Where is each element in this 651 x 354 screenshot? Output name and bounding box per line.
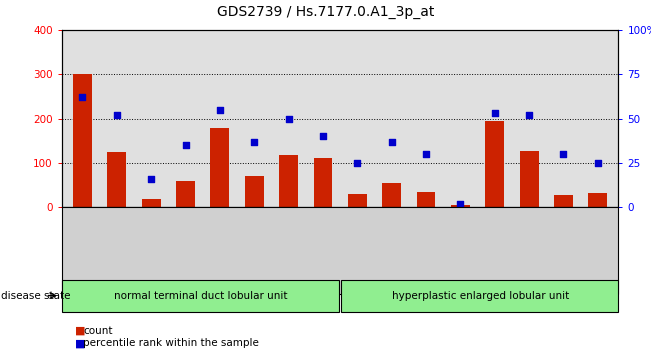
Bar bbox=[73, 74, 92, 207]
Bar bbox=[589, 193, 607, 207]
Text: hyperplastic enlarged lobular unit: hyperplastic enlarged lobular unit bbox=[392, 291, 569, 301]
Point bbox=[524, 112, 534, 118]
Point bbox=[111, 112, 122, 118]
Bar bbox=[279, 155, 298, 207]
Bar bbox=[485, 121, 505, 207]
Point bbox=[146, 176, 156, 182]
Point bbox=[387, 139, 397, 144]
Bar bbox=[210, 128, 229, 207]
Bar bbox=[519, 151, 538, 207]
Bar bbox=[142, 199, 161, 207]
Text: normal terminal duct lobular unit: normal terminal duct lobular unit bbox=[114, 291, 288, 301]
Bar bbox=[245, 176, 264, 207]
Text: disease state: disease state bbox=[1, 291, 71, 301]
Point bbox=[180, 142, 191, 148]
Point bbox=[283, 116, 294, 121]
Point bbox=[455, 201, 465, 206]
Point bbox=[249, 139, 260, 144]
Point bbox=[421, 151, 431, 157]
Point bbox=[215, 107, 225, 113]
Text: count: count bbox=[83, 326, 113, 336]
Point bbox=[490, 110, 500, 116]
Text: GDS2739 / Hs.7177.0.A1_3p_at: GDS2739 / Hs.7177.0.A1_3p_at bbox=[217, 5, 434, 19]
Point bbox=[559, 151, 569, 157]
Bar bbox=[176, 181, 195, 207]
Point bbox=[318, 133, 328, 139]
Text: ■: ■ bbox=[75, 338, 85, 348]
Bar bbox=[348, 194, 367, 207]
Bar bbox=[107, 152, 126, 207]
Bar bbox=[451, 205, 470, 207]
Bar bbox=[554, 195, 573, 207]
Point bbox=[352, 160, 363, 166]
Text: percentile rank within the sample: percentile rank within the sample bbox=[83, 338, 259, 348]
Bar bbox=[314, 158, 333, 207]
Point bbox=[77, 95, 88, 100]
Bar bbox=[417, 192, 436, 207]
Text: ■: ■ bbox=[75, 326, 85, 336]
Bar bbox=[382, 183, 401, 207]
Point bbox=[592, 160, 603, 166]
